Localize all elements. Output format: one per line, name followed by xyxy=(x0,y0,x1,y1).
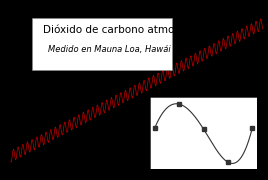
FancyBboxPatch shape xyxy=(32,18,172,70)
Text: Dióxido de carbono atmosférico: Dióxido de carbono atmosférico xyxy=(43,25,209,35)
Text: Medido en Mauna Loa, Hawái: Medido en Mauna Loa, Hawái xyxy=(48,45,171,54)
Title: Ciclo Anual: Ciclo Anual xyxy=(182,87,225,96)
